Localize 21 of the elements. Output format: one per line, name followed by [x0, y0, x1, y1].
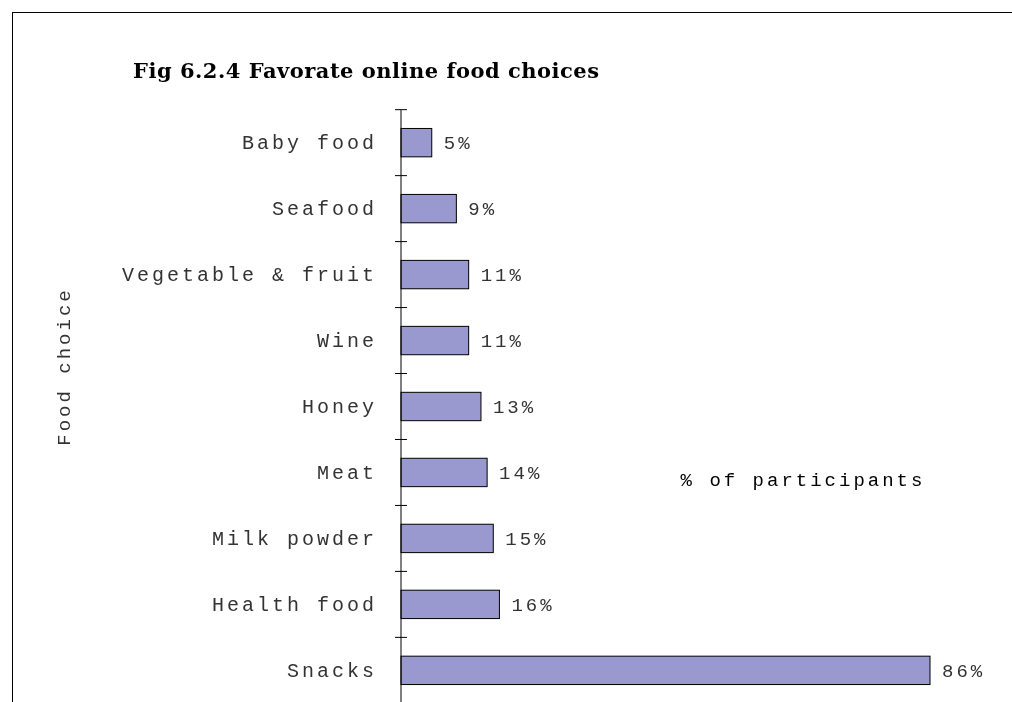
y-axis-title: Food choice: [54, 287, 76, 446]
data-label: 86%: [942, 661, 986, 683]
data-label: 5%: [443, 133, 473, 156]
y-tick-label: Meat: [316, 461, 377, 485]
data-label: 11%: [480, 331, 524, 354]
y-tick-label: Snacks: [286, 659, 377, 683]
y-tick-label: Baby food: [241, 132, 377, 156]
data-label: 9%: [468, 199, 498, 222]
data-label: 15%: [505, 529, 549, 552]
chart-title: Fig 6.2.4 Favorate online food choices: [133, 58, 600, 83]
data-label: 11%: [480, 265, 524, 288]
data-label: 16%: [511, 595, 555, 618]
y-tick-label: Honey: [301, 395, 377, 419]
y-tick-label: Milk powder: [211, 527, 377, 551]
y-tick-label: Wine: [316, 329, 377, 353]
y-tick-label: Seafood: [271, 198, 377, 222]
y-tick-label: Vegetable & fruit: [121, 263, 377, 287]
data-label: 13%: [492, 397, 537, 420]
x-axis-title: % of participants: [680, 470, 926, 492]
y-tick-label: Health food: [211, 593, 377, 617]
data-label: 14%: [499, 463, 543, 486]
